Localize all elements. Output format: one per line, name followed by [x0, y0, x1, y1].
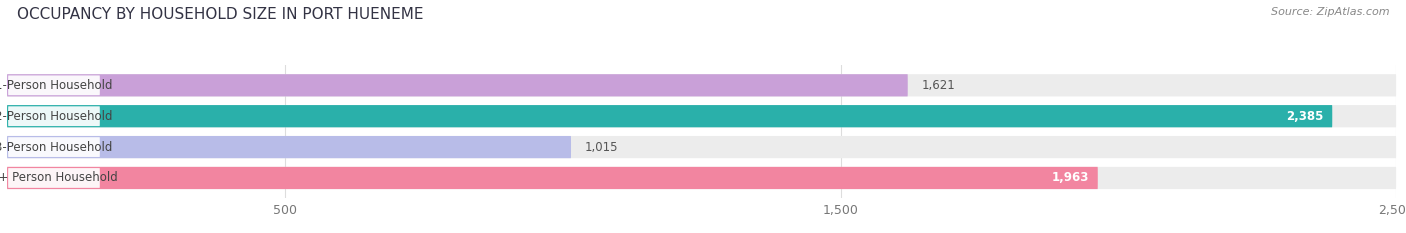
FancyBboxPatch shape: [7, 74, 1396, 96]
FancyBboxPatch shape: [8, 106, 100, 126]
Text: Source: ZipAtlas.com: Source: ZipAtlas.com: [1271, 7, 1389, 17]
Text: 2-Person Household: 2-Person Household: [0, 110, 112, 123]
Text: 2,385: 2,385: [1286, 110, 1324, 123]
FancyBboxPatch shape: [7, 74, 908, 96]
FancyBboxPatch shape: [7, 136, 1396, 158]
Text: 1-Person Household: 1-Person Household: [0, 79, 112, 92]
Text: 1,963: 1,963: [1052, 171, 1090, 185]
Text: 3-Person Household: 3-Person Household: [0, 140, 112, 154]
Text: OCCUPANCY BY HOUSEHOLD SIZE IN PORT HUENEME: OCCUPANCY BY HOUSEHOLD SIZE IN PORT HUEN…: [17, 7, 423, 22]
FancyBboxPatch shape: [8, 75, 100, 95]
Text: 1,015: 1,015: [585, 140, 619, 154]
FancyBboxPatch shape: [7, 105, 1396, 127]
FancyBboxPatch shape: [7, 167, 1396, 189]
FancyBboxPatch shape: [7, 105, 1333, 127]
FancyBboxPatch shape: [8, 168, 100, 188]
FancyBboxPatch shape: [7, 136, 571, 158]
FancyBboxPatch shape: [8, 137, 100, 157]
Text: 1,621: 1,621: [921, 79, 956, 92]
Text: 4+ Person Household: 4+ Person Household: [0, 171, 117, 185]
FancyBboxPatch shape: [7, 167, 1098, 189]
